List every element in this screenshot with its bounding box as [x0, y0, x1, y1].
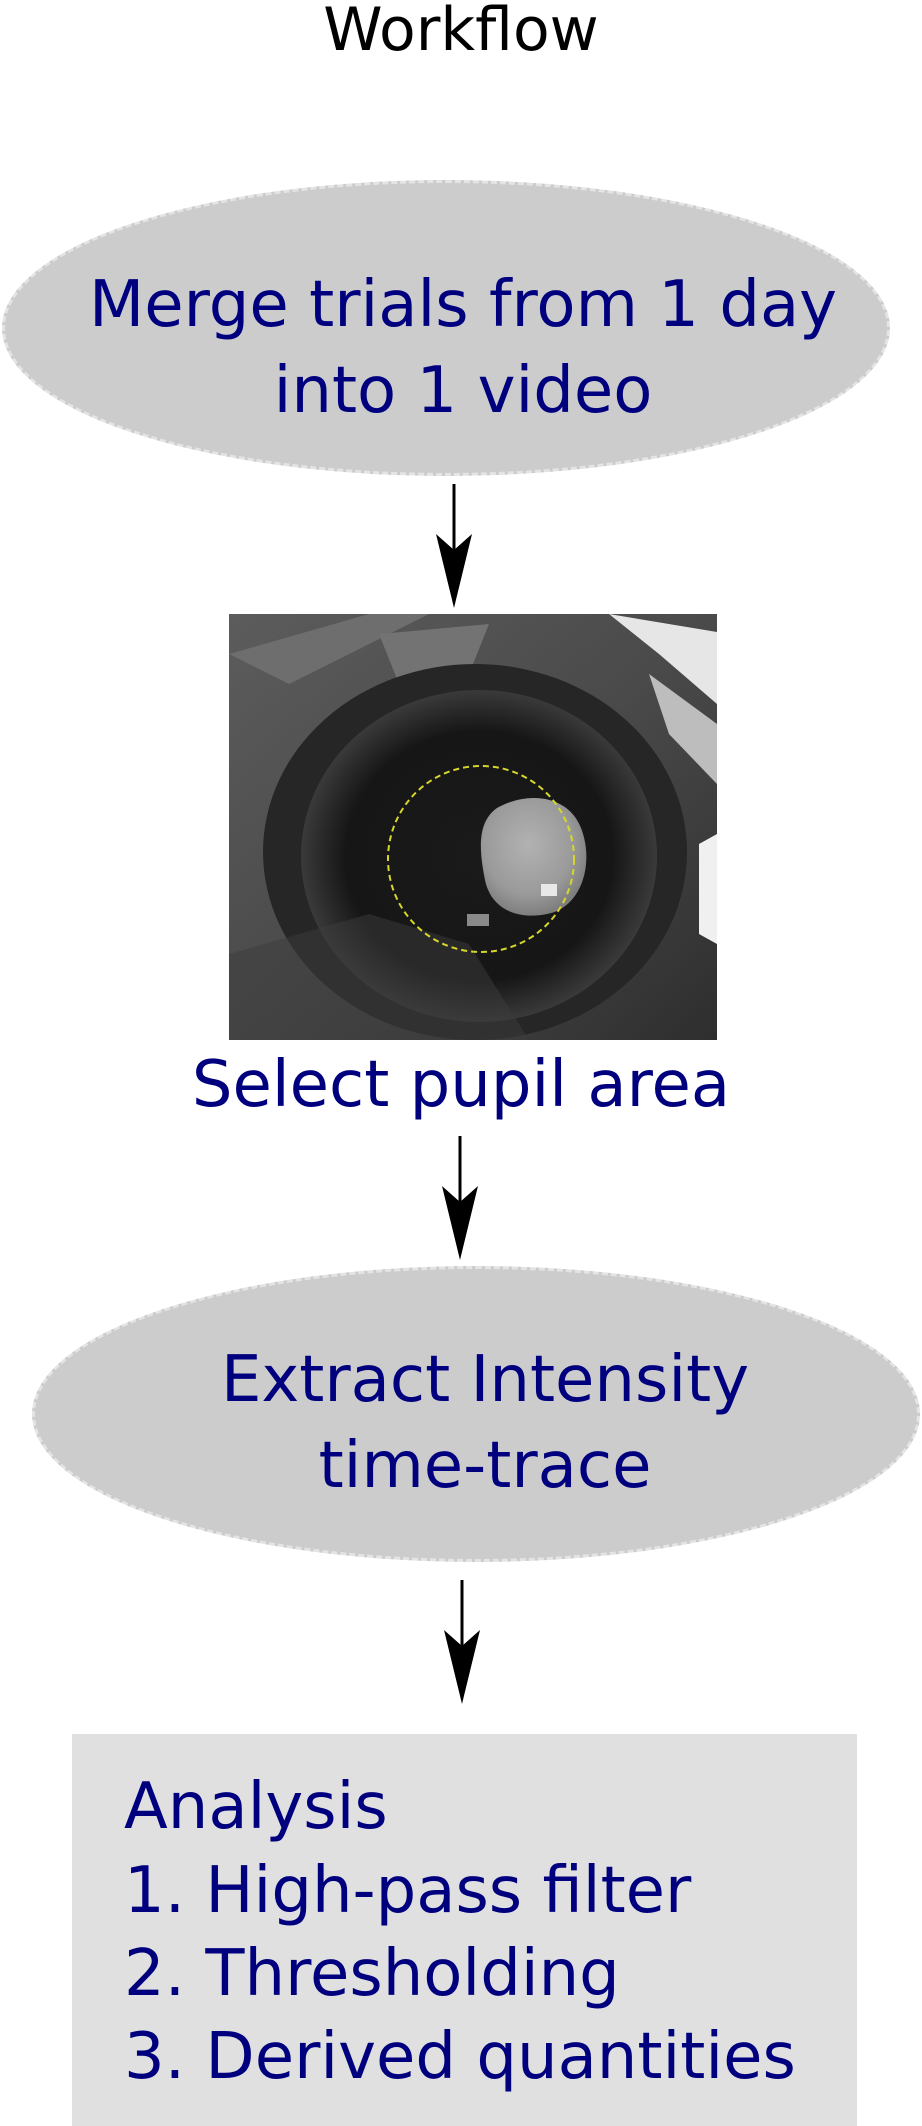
- extract-step-line-2: time-trace: [318, 1429, 652, 1503]
- diagram-title: Workflow: [323, 0, 599, 65]
- roi-circle[interactable]: [387, 765, 575, 953]
- arrow-merge-to-select: [436, 484, 472, 608]
- pupil-image: [229, 614, 717, 1040]
- analysis-box: [72, 1734, 857, 2126]
- analysis-item-thresholding: 2. Thresholding: [124, 1937, 620, 2011]
- analysis-item-highpass: 1. High-pass filter: [124, 1854, 692, 1928]
- select-pupil-caption: Select pupil area: [191, 1048, 731, 1122]
- arrow-extract-to-analysis: [444, 1580, 480, 1704]
- merge-step-line-2: into 1 video: [273, 354, 653, 428]
- analysis-heading: Analysis: [124, 1770, 388, 1844]
- analysis-item-derived: 3. Derived quantities: [124, 2020, 796, 2094]
- extract-step-label: Extract Intensity time-trace: [32, 1337, 922, 1509]
- extract-step-line-1: Extract Intensity: [220, 1343, 750, 1417]
- merge-step-node: [2, 180, 890, 476]
- arrow-select-to-extract: [442, 1136, 478, 1260]
- extract-step-node: [32, 1266, 920, 1562]
- merge-step-line-1: Merge trials from 1 day: [88, 268, 838, 342]
- merge-step-label: Merge trials from 1 day into 1 video: [2, 262, 922, 434]
